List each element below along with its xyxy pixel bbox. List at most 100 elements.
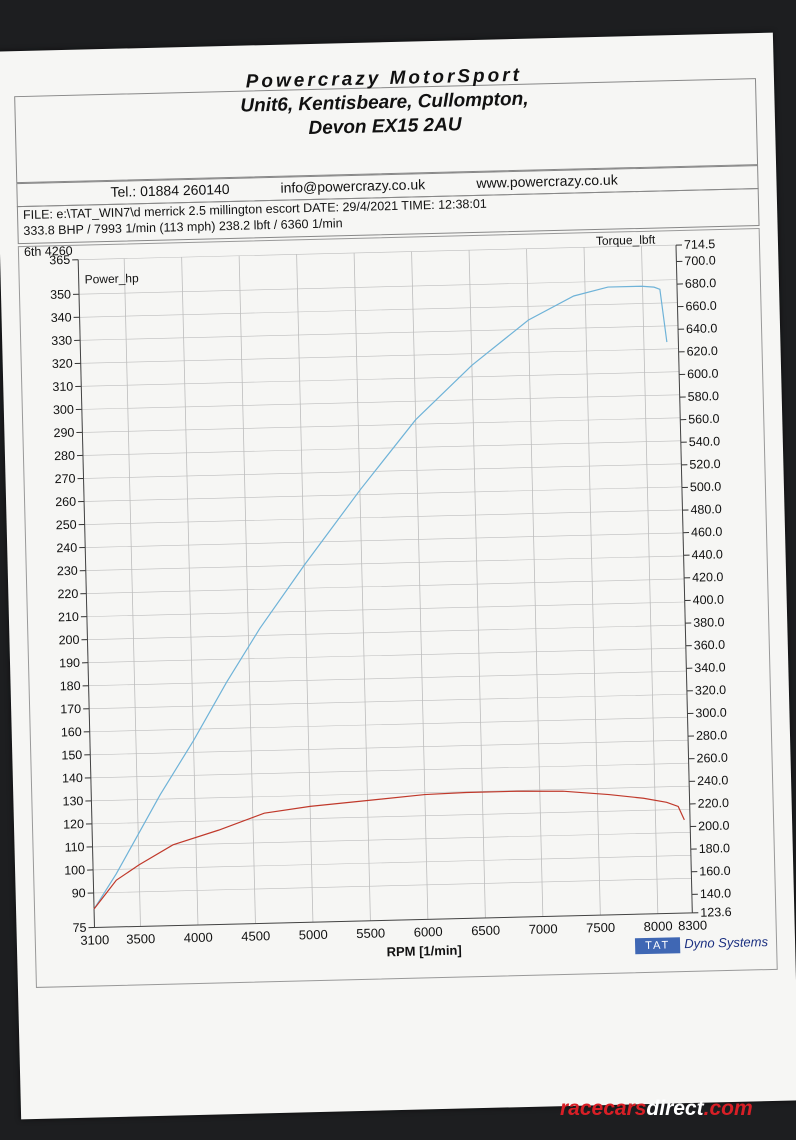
x-tick-label: 4000	[184, 930, 213, 946]
y-right-tick-label: 680.0	[685, 276, 717, 291]
y-left-tick-label: 310	[52, 380, 73, 395]
y-left-tick-label: 140	[62, 771, 83, 786]
y-left-tick-label: 220	[57, 587, 78, 602]
legend-torque: Torque_lbft	[596, 233, 656, 248]
y-right-tick-label: 714.5	[684, 237, 716, 252]
y-gridline	[85, 555, 684, 571]
y-right-tick-label: 360.0	[694, 638, 726, 653]
y-left-tick-label: 260	[55, 495, 76, 510]
y-right-tick-label: 240.0	[697, 773, 729, 788]
x-tick-label: 7000	[529, 921, 558, 937]
x-tick-label: 8300	[678, 918, 707, 934]
y-left-tick-label: 190	[59, 656, 80, 671]
y-gridline	[85, 532, 684, 548]
y-right-tick-label: 400.0	[693, 593, 725, 608]
y-right-tick-label: 460.0	[691, 525, 723, 540]
x-tick-label: 3500	[126, 931, 155, 947]
y-right-tick-label: 500.0	[690, 480, 722, 495]
y-right-tick-label: 140.0	[700, 886, 732, 901]
y-left-tick-label: 130	[62, 794, 83, 809]
y-left-tick-label: 280	[54, 449, 75, 464]
dyno-sheet: Powercrazy MotorSport Unit6, Kentisbeare…	[0, 32, 796, 1120]
watermark-part-1: racecars	[560, 1097, 647, 1120]
y-gridline	[82, 440, 681, 456]
y-left-tick-label: 350	[50, 287, 71, 302]
y-left-tick-label: 290	[53, 426, 74, 441]
x-axis-label: RPM [1/min]	[386, 943, 461, 960]
y-left-tick-label: 120	[63, 817, 84, 832]
y-gridline	[86, 601, 685, 617]
y-gridline	[86, 578, 685, 594]
y-gridline	[89, 693, 687, 710]
y-right-tick-label: 123.6	[700, 905, 732, 920]
x-tick-label: 3100	[80, 932, 109, 948]
y-gridline	[83, 463, 682, 479]
power-curve	[93, 285, 668, 910]
y-left-tick-label: 300	[53, 403, 74, 418]
y-left-tick-label: 180	[60, 679, 81, 694]
y-gridline	[88, 670, 687, 687]
tat-box: TAT	[634, 937, 681, 955]
y-gridline	[80, 325, 678, 341]
y-right-tick-label: 600.0	[687, 367, 719, 382]
y-gridline	[84, 509, 683, 525]
y-left-tick-label: 240	[56, 541, 77, 556]
y-gridline	[81, 394, 680, 410]
y-right-tick-label: 540.0	[689, 434, 721, 449]
y-gridline	[80, 348, 679, 364]
y-right-tick-label: 440.0	[691, 547, 723, 562]
watermark-part-3: .com	[703, 1097, 753, 1120]
y-gridline	[79, 302, 678, 318]
y-left-tick-label: 330	[51, 333, 72, 348]
y-left-tick-label: 150	[61, 748, 82, 763]
y-right-tick-label: 200.0	[698, 819, 730, 834]
y-left-tick-label: 100	[64, 863, 85, 878]
y-left-tick-label: 210	[58, 610, 79, 625]
y-gridline	[91, 785, 690, 802]
y-left-tick-label: 90	[72, 886, 86, 900]
y-gridline	[82, 417, 681, 433]
y-left-tick-label: 365	[49, 253, 70, 268]
y-right-tick-label: 620.0	[686, 344, 718, 359]
y-right-tick-label: 340.0	[694, 660, 726, 675]
y-gridline	[91, 808, 690, 825]
x-tick-label: 6500	[471, 923, 500, 939]
y-right-tick-label: 280.0	[696, 728, 728, 743]
y-left-tick-label: 75	[72, 921, 86, 935]
y-gridline	[90, 739, 689, 756]
y-right-tick-label: 320.0	[695, 683, 727, 698]
x-tick-label: 6000	[414, 924, 443, 940]
dyno-systems-text: Dyno Systems	[684, 934, 769, 952]
y-right-tick-label: 420.0	[692, 570, 724, 585]
y-right-tick-label: 300.0	[695, 706, 727, 721]
watermark: racecarsdirect.com	[560, 1097, 753, 1121]
y-right-tick-label: 480.0	[690, 502, 722, 517]
x-tick-label: 8000	[643, 918, 672, 934]
y-gridline	[93, 855, 691, 871]
y-gridline	[89, 716, 688, 733]
x-tick-label: 5000	[299, 927, 328, 943]
watermark-part-2: direct	[646, 1097, 704, 1120]
y-left-tick-label: 160	[61, 725, 82, 740]
y-right-tick-label: 220.0	[697, 796, 729, 811]
y-gridline	[84, 486, 682, 502]
y-gridline	[79, 279, 677, 295]
y-right-tick-label: 580.0	[688, 389, 720, 404]
y-left-tick-label: 340	[51, 310, 72, 325]
y-left-tick-label: 110	[64, 840, 84, 854]
y-gridline	[93, 878, 692, 894]
y-right-tick-label: 260.0	[696, 751, 728, 766]
y-gridline	[90, 762, 689, 779]
x-tick-label: 4500	[241, 928, 270, 944]
y-left-axis	[77, 259, 95, 928]
y-right-tick-label: 560.0	[688, 412, 720, 427]
y-right-tick-label: 640.0	[686, 321, 718, 336]
legend-power: Power_hp	[84, 271, 139, 286]
y-left-tick-label: 320	[52, 357, 73, 372]
y-right-tick-label: 520.0	[689, 457, 721, 472]
x-axis	[94, 912, 693, 928]
y-right-axis	[675, 245, 693, 913]
y-gridline	[81, 371, 680, 387]
y-gridline	[92, 831, 691, 848]
y-gridline	[88, 647, 686, 663]
